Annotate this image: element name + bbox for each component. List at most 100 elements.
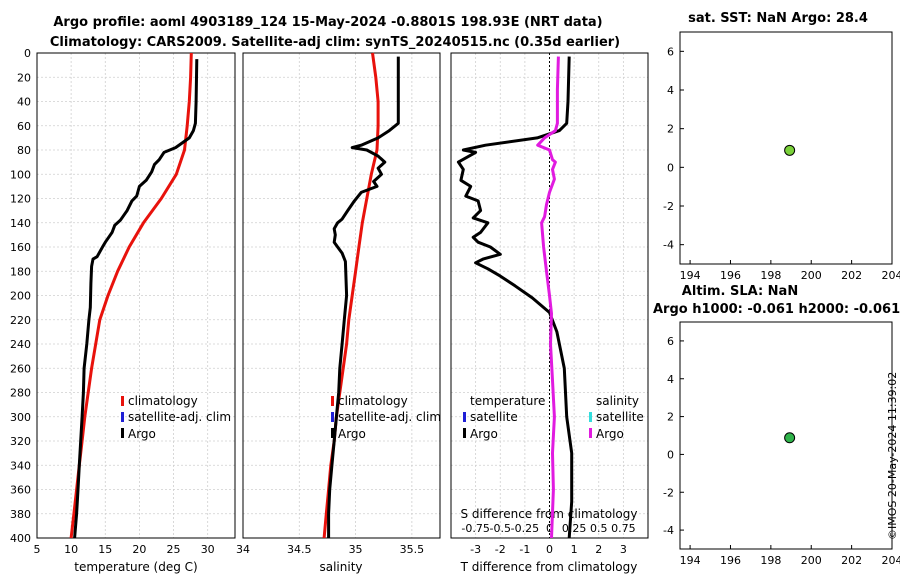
sst-y-tick: 0 [667, 161, 674, 174]
temperature-argo-line [73, 59, 199, 539]
sla-y-tick: 0 [667, 448, 674, 461]
legend-salinity-title: salinity [596, 394, 639, 408]
salinity-legend: climatology satellite-adj. clim Argo [331, 394, 441, 441]
figure-title-line1: Argo profile: aoml 4903189_124 15-May-20… [53, 15, 602, 30]
sst-x-tick: 194 [680, 269, 701, 282]
salinity-x-tick: 34.5 [287, 543, 312, 556]
depth-tick-label: 340 [10, 459, 31, 472]
difference-xlabel: T difference from climatology [460, 560, 638, 574]
temperature-axes [36, 52, 236, 539]
temperature-x-tick: 10 [64, 543, 78, 556]
salinity-x-tick: 35.5 [400, 543, 425, 556]
depth-tick-label: 160 [10, 241, 31, 254]
legend-satellite-adj: satellite-adj. clim [338, 410, 441, 424]
temperature-xlabel: temperature (deg C) [74, 560, 197, 574]
depth-tick-labels: 0 20 40 60 80 100 120 140 160 180 200 220 240 260 280 3… [10, 47, 31, 545]
depth-tick-label: 0 [24, 47, 31, 60]
salinity-x-tick: 34 [236, 543, 250, 556]
x-tick-labels: 5 10 15 20 25 30 34 34.5 35 35.5 -3 -2 -1 0 1 2 3 [34, 543, 627, 556]
sla-y-tick: 2 [667, 411, 674, 424]
sla-axes [679, 321, 893, 550]
profile-curves [69, 52, 574, 539]
s-difference-tick: -0.75 [461, 522, 489, 535]
s-difference-tick: -0.5 [490, 522, 511, 535]
legend-s-satellite-swatch [589, 412, 592, 422]
salinity-axes [242, 52, 441, 539]
s-difference-tick: 0.5 [590, 522, 608, 535]
salinity-x-tick: 35 [349, 543, 363, 556]
s-difference-label: S difference from climatology [461, 507, 638, 521]
s-difference-tick: 0.25 [562, 522, 587, 535]
sla-x-tick: 200 [801, 554, 822, 567]
sla-x-tick: 198 [760, 554, 781, 567]
sla-x-tick: 204 [882, 554, 900, 567]
grid-lines [36, 52, 648, 539]
legend-t-satellite: satellite [470, 410, 518, 424]
legend-argo-swatch [121, 428, 124, 438]
depth-tick-label: 360 [10, 484, 31, 497]
sst-y-tick: 4 [667, 84, 674, 97]
imos-watermark: ©IMOS 20-May-2024 11:39:02 [886, 372, 899, 540]
depth-tick-label: 200 [10, 290, 31, 303]
s-difference-tick: 0.75 [611, 522, 636, 535]
temperature-x-tick: 30 [201, 543, 215, 556]
s-difference-tick-labels: -0.75 -0.5 -0.25 0 0.25 0.5 0.75 [461, 522, 635, 535]
sst-y-tick: 6 [667, 45, 674, 58]
sla-y-tick: -4 [663, 524, 674, 537]
sst-x-tick: 200 [801, 269, 822, 282]
depth-tick-label: 220 [10, 314, 31, 327]
sst-x-tick: 202 [841, 269, 862, 282]
legend-satellite-adj: satellite-adj. clim [128, 410, 231, 424]
difference-x-tick: -3 [470, 543, 481, 556]
temperature-legend: climatology satellite-adj. clim Argo [121, 394, 231, 441]
temperature-x-tick: 5 [34, 543, 41, 556]
sla-title-line1: Altim. SLA: NaN [682, 284, 798, 299]
sst-x-tick: 204 [882, 269, 900, 282]
figure-title-line2: Climatology: CARS2009. Satellite-adj cli… [50, 35, 620, 50]
difference-x-tick: 3 [620, 543, 627, 556]
depth-tick-label: 240 [10, 338, 31, 351]
sla-x-tick: 194 [680, 554, 701, 567]
legend-s-argo-swatch [589, 428, 592, 438]
legend-s-satellite: satellite [596, 410, 644, 424]
salinity-xlabel: salinity [319, 560, 362, 574]
legend-climatology-swatch [121, 396, 124, 406]
sla-y-tick: 4 [667, 373, 674, 386]
side-panel-points [784, 144, 796, 444]
sla-title-line2: Argo h1000: -0.061 h2000: -0.061 [653, 302, 900, 317]
s-difference-tick: -0.25 [511, 522, 539, 535]
s-difference-tick: 0 [546, 522, 553, 535]
sla-y-tick: 6 [667, 335, 674, 348]
legend-s-argo: Argo [596, 427, 624, 441]
depth-tick-label: 400 [10, 532, 31, 545]
depth-tick-label: 320 [10, 435, 31, 448]
legend-t-argo-swatch [463, 428, 466, 438]
legend-climatology: climatology [128, 394, 198, 408]
sst-axes [679, 31, 893, 265]
depth-tick-label: 100 [10, 168, 31, 181]
depth-tick-label: 260 [10, 362, 31, 375]
sla-y-tick: -2 [663, 486, 674, 499]
legend-satellite-swatch [331, 412, 334, 422]
sla-x-tick: 196 [720, 554, 741, 567]
temperature-x-tick: 20 [132, 543, 146, 556]
difference-x-tick: -2 [495, 543, 506, 556]
difference-legend: temperature satellite Argo salinity sate… [463, 394, 644, 441]
legend-argo: Argo [128, 427, 156, 441]
temperature-x-tick: 25 [167, 543, 181, 556]
legend-argo: Argo [338, 427, 366, 441]
temperature-x-tick: 15 [98, 543, 112, 556]
legend-climatology-swatch [331, 396, 334, 406]
difference-x-tick: 0 [546, 543, 553, 556]
sla-x-tick: 202 [841, 554, 862, 567]
difference-x-tick: 2 [595, 543, 602, 556]
sla-argo-point [784, 432, 796, 444]
difference-x-tick: 1 [571, 543, 578, 556]
sst-title: sat. SST: NaN Argo: 28.4 [688, 11, 868, 26]
sst-y-tick: -2 [663, 200, 674, 213]
legend-t-argo: Argo [470, 427, 498, 441]
sst-argo-point [784, 144, 796, 156]
depth-tick-label: 60 [17, 120, 31, 133]
